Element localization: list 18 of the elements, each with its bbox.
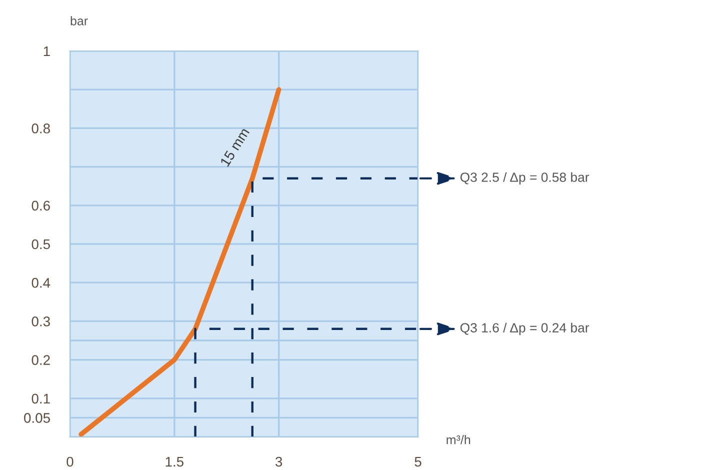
- y-tick-label: 0.5: [32, 239, 50, 250]
- x-tick-label: 3: [275, 456, 282, 467]
- text: Q3 2.5 / Δp = 0.58 bar: [460, 172, 590, 185]
- y-tick-label: 1: [44, 46, 50, 56]
- text: 15 mm: [220, 127, 250, 167]
- y-axis-title: bar: [70, 16, 88, 26]
- x-tick-label: 0: [66, 456, 74, 467]
- y-tick-label: 0.2: [32, 355, 50, 365]
- y-tick-label: 0.6: [32, 200, 50, 211]
- y-tick-label: 0.8: [32, 124, 50, 134]
- y-tick-label: 0.05: [24, 413, 50, 423]
- y-tick-label: 0.1: [32, 394, 50, 404]
- x-tick-label: 1.5: [166, 456, 184, 467]
- x-tick-label: 5: [414, 456, 422, 467]
- x-axis-title: m³/h: [446, 435, 470, 444]
- y-tick-label: 0.4: [32, 278, 50, 288]
- y-tick-label: 0.3: [32, 316, 50, 326]
- text: Q3 1.6 / Δp = 0.24 bar: [460, 322, 590, 336]
